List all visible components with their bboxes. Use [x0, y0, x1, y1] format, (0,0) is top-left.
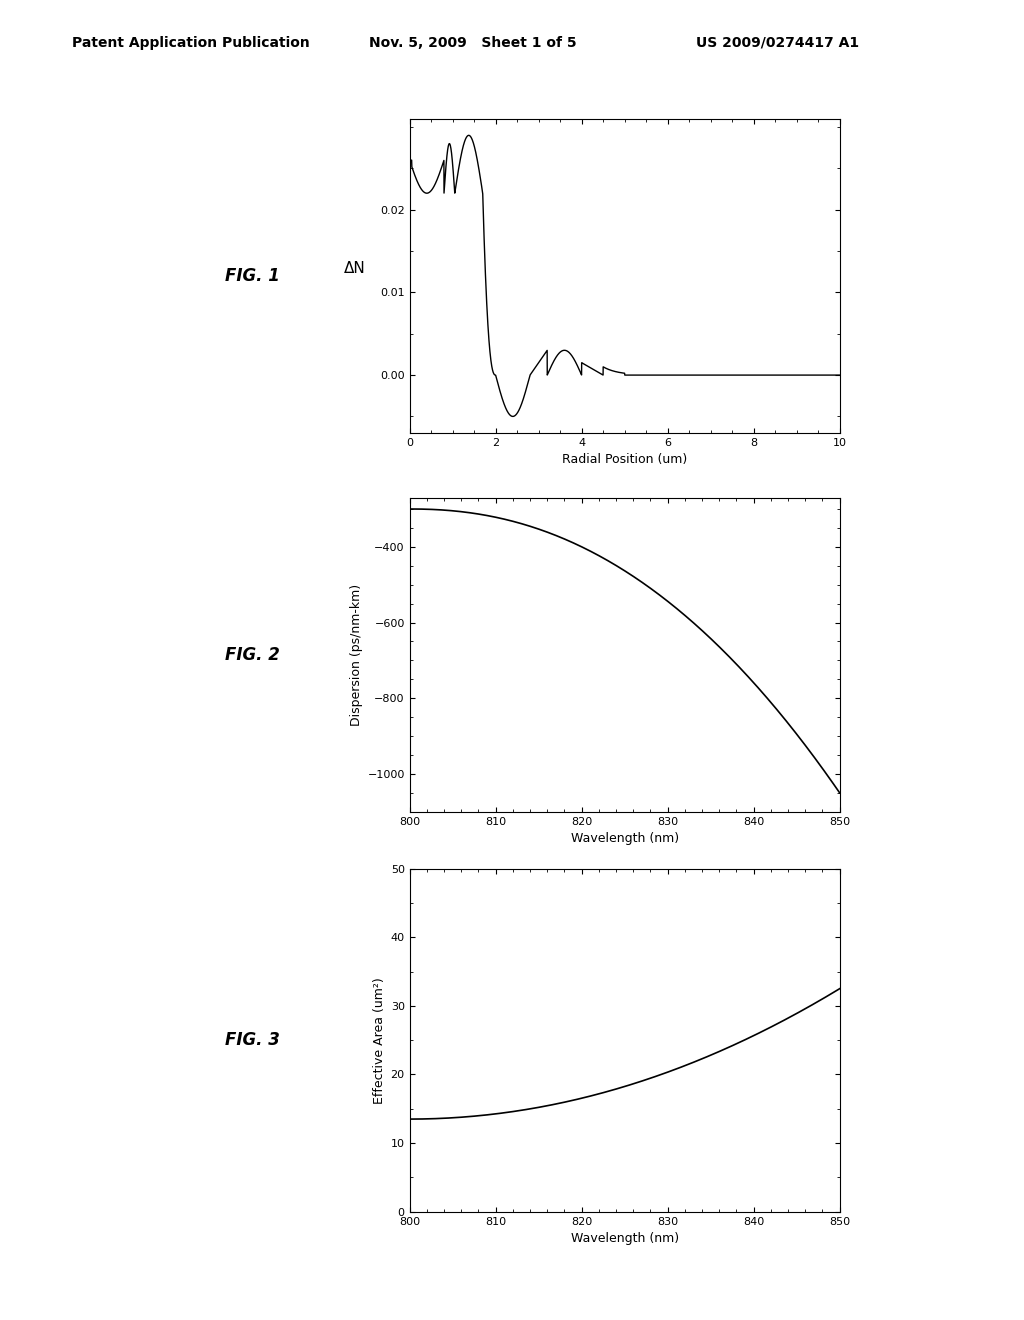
Y-axis label: ΔN: ΔN: [344, 261, 366, 276]
Y-axis label: Effective Area (um²): Effective Area (um²): [374, 977, 386, 1104]
Text: FIG. 1: FIG. 1: [225, 267, 281, 285]
X-axis label: Radial Position (um): Radial Position (um): [562, 453, 687, 466]
Text: Nov. 5, 2009   Sheet 1 of 5: Nov. 5, 2009 Sheet 1 of 5: [369, 36, 577, 50]
Text: FIG. 2: FIG. 2: [225, 645, 281, 664]
Text: Patent Application Publication: Patent Application Publication: [72, 36, 309, 50]
Y-axis label: Dispersion (ps/nm-km): Dispersion (ps/nm-km): [350, 583, 364, 726]
X-axis label: Wavelength (nm): Wavelength (nm): [570, 832, 679, 845]
X-axis label: Wavelength (nm): Wavelength (nm): [570, 1232, 679, 1245]
Text: US 2009/0274417 A1: US 2009/0274417 A1: [696, 36, 859, 50]
Text: FIG. 3: FIG. 3: [225, 1031, 281, 1049]
